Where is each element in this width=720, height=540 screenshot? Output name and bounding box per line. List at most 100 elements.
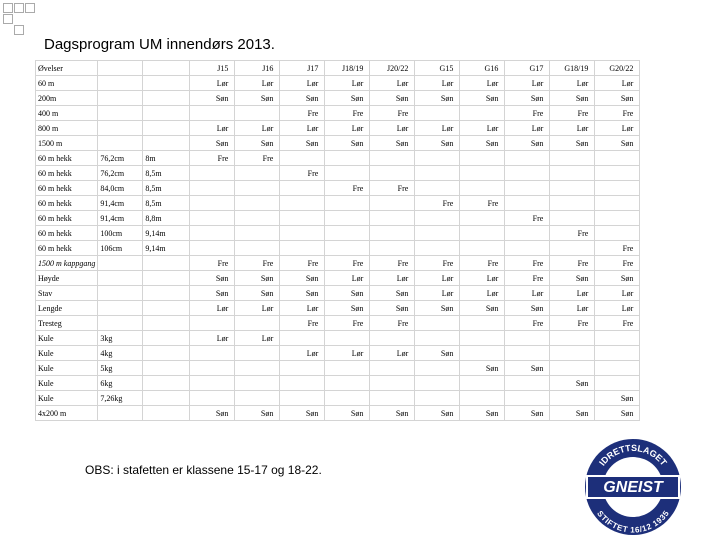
day-cell: Søn bbox=[459, 135, 506, 151]
spec-cell: 8,5m bbox=[142, 180, 191, 196]
day-cell: Søn bbox=[234, 135, 281, 151]
day-cell bbox=[504, 375, 551, 391]
logo-band bbox=[586, 475, 680, 499]
day-cell: Fre bbox=[369, 180, 416, 196]
day-cell bbox=[549, 150, 596, 166]
day-cell bbox=[279, 210, 326, 226]
day-cell bbox=[234, 375, 281, 391]
day-cell: Lør bbox=[189, 75, 236, 91]
day-cell bbox=[594, 360, 641, 376]
day-cell: Søn bbox=[414, 345, 461, 361]
day-cell bbox=[594, 195, 641, 211]
spec-cell: 9,14m bbox=[142, 240, 191, 256]
spec-cell: 106cm bbox=[97, 240, 144, 256]
day-cell: Lør bbox=[594, 285, 641, 301]
day-cell: Søn bbox=[549, 270, 596, 286]
event-cell: Øvelser bbox=[34, 60, 99, 76]
day-cell: Fre bbox=[504, 315, 551, 331]
day-cell bbox=[234, 315, 281, 331]
day-cell: J20/22 bbox=[369, 60, 416, 76]
day-cell: Fre bbox=[594, 105, 641, 121]
day-cell bbox=[324, 165, 371, 181]
event-cell: Kule bbox=[34, 330, 99, 346]
day-cell bbox=[549, 210, 596, 226]
spec-cell: 6kg bbox=[97, 375, 144, 391]
day-cell bbox=[234, 240, 281, 256]
day-cell: Lør bbox=[459, 270, 506, 286]
day-cell bbox=[369, 390, 416, 406]
day-cell: Søn bbox=[414, 90, 461, 106]
spec-cell: 7,26kg bbox=[97, 390, 144, 406]
day-cell: Søn bbox=[369, 90, 416, 106]
spec-cell bbox=[97, 270, 144, 286]
day-cell bbox=[189, 360, 236, 376]
day-cell: Fre bbox=[279, 255, 326, 271]
day-cell: Lør bbox=[549, 75, 596, 91]
day-cell bbox=[459, 375, 506, 391]
day-cell: J18/19 bbox=[324, 60, 371, 76]
day-cell bbox=[459, 225, 506, 241]
day-cell bbox=[369, 375, 416, 391]
day-cell: Søn bbox=[234, 405, 281, 421]
spec-cell bbox=[142, 75, 191, 91]
spec-cell bbox=[142, 300, 191, 316]
day-cell bbox=[279, 360, 326, 376]
decor bbox=[3, 14, 13, 24]
table-row: 1500 m kappgang Fre Fre Fre Fre Fre Fre Fre Fre F… bbox=[34, 255, 641, 271]
event-cell: Kule bbox=[34, 360, 99, 376]
day-cell: G18/19 bbox=[549, 60, 596, 76]
table-row: 60 m hekk 100cm 9,14m Fre bbox=[34, 225, 641, 241]
day-cell bbox=[189, 165, 236, 181]
event-cell: 200m bbox=[34, 90, 99, 106]
day-cell: Fre bbox=[549, 255, 596, 271]
day-cell bbox=[369, 240, 416, 256]
day-cell: Søn bbox=[459, 360, 506, 376]
spec-cell bbox=[142, 375, 191, 391]
spec-cell: 5kg bbox=[97, 360, 144, 376]
day-cell bbox=[279, 390, 326, 406]
day-cell bbox=[504, 345, 551, 361]
day-cell bbox=[234, 360, 281, 376]
day-cell bbox=[189, 240, 236, 256]
event-cell: 60 m hekk bbox=[34, 150, 99, 166]
day-cell bbox=[414, 180, 461, 196]
day-cell: Søn bbox=[594, 270, 641, 286]
day-cell: Søn bbox=[414, 135, 461, 151]
day-cell: Søn bbox=[594, 135, 641, 151]
day-cell bbox=[594, 225, 641, 241]
day-cell bbox=[414, 375, 461, 391]
event-cell: 4x200 m bbox=[34, 405, 99, 421]
spec-cell bbox=[142, 270, 191, 286]
day-cell: Søn bbox=[279, 285, 326, 301]
day-cell: Fre bbox=[459, 255, 506, 271]
day-cell: Fre bbox=[279, 165, 326, 181]
table-row: 400 m Fre Fre Fre Fre Fre Fre bbox=[34, 105, 641, 121]
spec-cell: 9,14m bbox=[142, 225, 191, 241]
day-cell: Søn bbox=[504, 360, 551, 376]
spec-cell: 76,2cm bbox=[97, 150, 144, 166]
day-cell: Søn bbox=[189, 405, 236, 421]
day-cell: Søn bbox=[234, 285, 281, 301]
day-cell: Fre bbox=[549, 225, 596, 241]
table-row: 60 m hekk 84,0cm 8,5m Fre Fre bbox=[34, 180, 641, 196]
day-cell: Fre bbox=[234, 150, 281, 166]
day-cell bbox=[234, 195, 281, 211]
day-cell bbox=[324, 195, 371, 211]
day-cell: Lør bbox=[459, 120, 506, 136]
day-cell: Lør bbox=[369, 270, 416, 286]
day-cell: Fre bbox=[549, 315, 596, 331]
day-cell: Lør bbox=[414, 270, 461, 286]
day-cell: Søn bbox=[549, 405, 596, 421]
spec-cell: 3kg bbox=[97, 330, 144, 346]
day-cell bbox=[549, 165, 596, 181]
spec-cell bbox=[142, 345, 191, 361]
day-cell bbox=[279, 225, 326, 241]
day-cell bbox=[594, 330, 641, 346]
day-cell: Lør bbox=[279, 75, 326, 91]
day-cell: Fre bbox=[414, 195, 461, 211]
table-row: Tresteg Fre Fre Fre Fre Fre Fre bbox=[34, 315, 641, 331]
day-cell bbox=[459, 330, 506, 346]
day-cell: Søn bbox=[459, 300, 506, 316]
spec-cell bbox=[97, 90, 144, 106]
